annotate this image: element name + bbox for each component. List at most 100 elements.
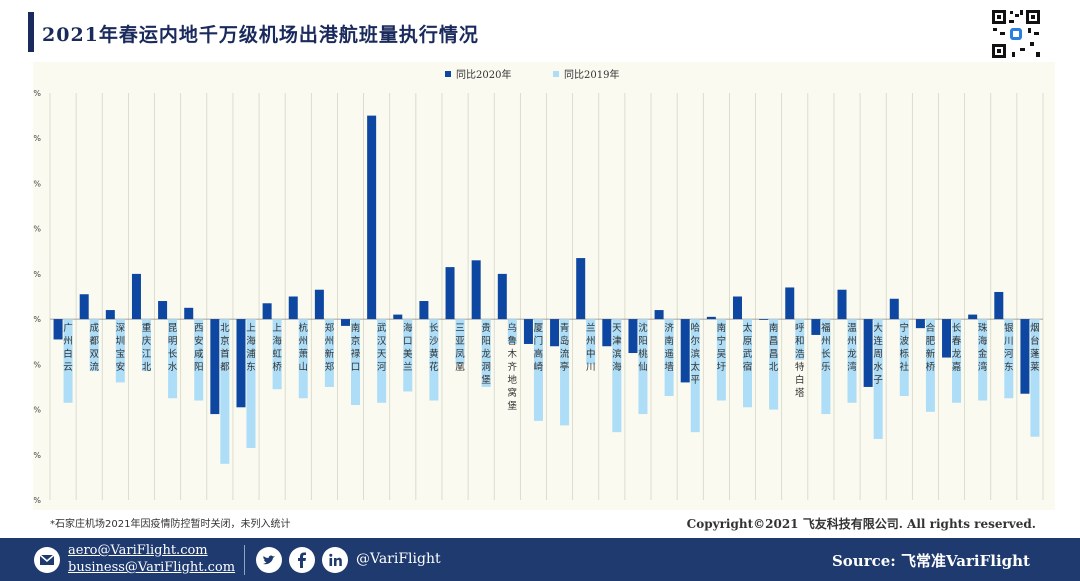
category-label-char: 高 bbox=[534, 348, 544, 360]
category-label-char: 堡 bbox=[508, 400, 518, 412]
category-label-char: 滨 bbox=[690, 348, 700, 360]
bar-2019 bbox=[220, 319, 230, 464]
category-label-char: 庆 bbox=[142, 335, 152, 347]
category-label-char: 重 bbox=[142, 322, 152, 334]
bar-2020 bbox=[445, 267, 455, 320]
category-label-char: 栎 bbox=[900, 348, 910, 360]
category-label-char: 北 bbox=[769, 362, 779, 373]
category-label-char: 都 bbox=[89, 336, 99, 347]
category-label-char: 崎 bbox=[534, 361, 544, 373]
bar-2020 bbox=[732, 296, 742, 320]
category-label-char: 桥 bbox=[926, 361, 936, 373]
bar-2019 bbox=[403, 319, 413, 392]
bar-2020 bbox=[994, 291, 1004, 320]
category-label-char: 贵 bbox=[481, 322, 491, 334]
mail-icon[interactable] bbox=[34, 547, 60, 573]
category-label-char: 亚 bbox=[455, 336, 465, 347]
category-label-char: 州 bbox=[298, 336, 308, 347]
bar-2020 bbox=[131, 273, 141, 320]
category-label-char: 水 bbox=[168, 361, 178, 373]
category-label-char: 昌 bbox=[769, 349, 779, 360]
category-label-char: 平 bbox=[690, 375, 700, 386]
bar-2019 bbox=[821, 319, 831, 415]
qr-code-icon bbox=[990, 8, 1042, 60]
bar-2020 bbox=[628, 319, 638, 354]
bar-2019 bbox=[455, 319, 465, 365]
category-label-char: 和 bbox=[795, 336, 805, 347]
category-label-char: 凰 bbox=[455, 362, 465, 373]
email-link-aero[interactable]: aero@VariFlight.com bbox=[68, 543, 208, 558]
category-label-char: 流 bbox=[89, 361, 99, 373]
category-label-char: 福 bbox=[821, 322, 831, 334]
category-label-char: 齐 bbox=[508, 361, 518, 373]
category-label-char: 白 bbox=[63, 348, 73, 360]
category-label-char: 遥 bbox=[664, 348, 674, 360]
bar-2020 bbox=[550, 319, 560, 347]
bar-2020 bbox=[654, 310, 664, 320]
category-label-char: 水 bbox=[873, 361, 883, 373]
category-label-char: 烟 bbox=[1030, 322, 1040, 334]
category-label-char: 宿 bbox=[743, 361, 753, 373]
category-label-char: 宁 bbox=[900, 322, 910, 334]
data-source: Source: 飞常准VariFlight bbox=[831, 552, 1030, 570]
category-label-char: 京 bbox=[351, 335, 361, 347]
bar-2019 bbox=[952, 319, 962, 403]
category-label-char: 山 bbox=[298, 362, 308, 373]
bar-2020 bbox=[863, 319, 873, 387]
category-label-char: 窝 bbox=[508, 387, 518, 399]
bar-2020 bbox=[367, 115, 377, 320]
category-label-char: 尔 bbox=[690, 335, 700, 347]
category-label-char: 沈 bbox=[638, 322, 648, 334]
category-label-char: 地 bbox=[508, 374, 518, 386]
bar-2019 bbox=[873, 319, 883, 439]
bar-2019 bbox=[716, 319, 726, 401]
facebook-icon[interactable] bbox=[289, 547, 315, 573]
category-label-char: 武 bbox=[377, 322, 387, 334]
email-link-business[interactable]: business@VariFlight.com bbox=[68, 560, 236, 575]
bar-2020 bbox=[968, 314, 978, 320]
category-label-char: 春 bbox=[952, 335, 962, 347]
category-label-char: 海 bbox=[978, 335, 988, 347]
copyright-notice: Copyright©2021 飞友科技有限公司. All rights rese… bbox=[686, 517, 1036, 531]
twitter-icon[interactable] bbox=[256, 547, 282, 573]
category-label-char: 双 bbox=[89, 349, 99, 360]
category-label-char: 洞 bbox=[481, 362, 491, 373]
bar-2019 bbox=[481, 319, 491, 387]
category-label-char: 广 bbox=[63, 322, 73, 334]
bar-2019 bbox=[63, 319, 73, 403]
category-label-char: 鲁 bbox=[508, 335, 518, 347]
category-label-char: 成 bbox=[89, 322, 99, 334]
bar-2019 bbox=[89, 319, 99, 372]
bar-2019 bbox=[690, 319, 700, 433]
category-label-char: 州 bbox=[586, 336, 596, 347]
chart-panel: 100% 80% 60% 40% 20% 0% -20% -40% -60% -80% 同比2020… bbox=[33, 62, 1055, 510]
category-label-char: 大 bbox=[873, 322, 883, 334]
bar-2019 bbox=[769, 319, 779, 410]
bar-2020 bbox=[811, 319, 821, 335]
linkedin-icon[interactable] bbox=[322, 547, 348, 573]
y-tick-label: 80% bbox=[33, 134, 41, 143]
category-label-char: 兰 bbox=[403, 361, 413, 373]
category-label-char: 上 bbox=[272, 323, 282, 334]
category-label-char: 河 bbox=[1004, 348, 1014, 360]
social-handle: @VariFlight bbox=[356, 551, 441, 567]
bar-2020 bbox=[889, 298, 899, 320]
category-label-char: 流 bbox=[560, 348, 570, 360]
bar-2020 bbox=[236, 319, 246, 408]
category-label-char: 白 bbox=[795, 374, 805, 386]
category-label-char: 云 bbox=[63, 362, 73, 373]
y-tick-label: 100% bbox=[33, 89, 41, 98]
